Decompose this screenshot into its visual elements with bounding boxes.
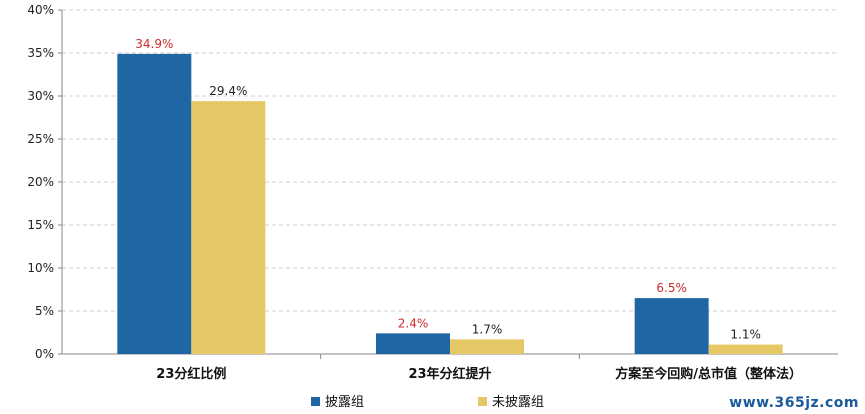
bar bbox=[634, 298, 709, 354]
data-label: 34.9% bbox=[135, 37, 173, 51]
y-tick-label: 10% bbox=[27, 261, 54, 275]
legend-label: 披露组 bbox=[325, 395, 364, 410]
data-label: 1.7% bbox=[472, 322, 503, 336]
y-tick-label: 35% bbox=[27, 46, 54, 60]
bar bbox=[450, 339, 524, 354]
legend: 披露组 未披露组 bbox=[311, 395, 544, 410]
y-tick-label: 5% bbox=[35, 304, 54, 318]
data-label: 1.1% bbox=[730, 328, 761, 342]
y-tick-label: 30% bbox=[27, 89, 54, 103]
bar bbox=[191, 101, 266, 354]
x-axis-categories: 23分红比例 23年分红提升 方案至今回购/总市值（整体法） bbox=[156, 354, 802, 382]
y-tick-label: 0% bbox=[35, 347, 54, 361]
category-label: 23分红比例 bbox=[156, 366, 226, 382]
y-tick-label: 40% bbox=[27, 3, 54, 17]
data-label: 29.4% bbox=[209, 84, 247, 98]
bar bbox=[376, 333, 450, 354]
bars bbox=[117, 53, 783, 355]
y-tick-label: 15% bbox=[27, 218, 54, 232]
legend-swatch bbox=[478, 397, 487, 406]
category-label: 23年分红提升 bbox=[408, 366, 491, 382]
y-tick-label: 25% bbox=[27, 132, 54, 146]
category-label: 方案至今回购/总市值（整体法） bbox=[615, 366, 802, 382]
y-tick-label: 20% bbox=[27, 175, 54, 189]
bar bbox=[708, 344, 783, 354]
y-axis-ticks: 0% 5% 10% 15% 20% 25% 30% 35% 40% bbox=[27, 3, 62, 361]
data-label: 2.4% bbox=[398, 316, 429, 330]
legend-label: 未披露组 bbox=[492, 395, 544, 410]
data-labels: 34.9% 29.4% 2.4% 1.7% 6.5% 1.1% bbox=[135, 37, 761, 342]
data-label: 6.5% bbox=[656, 281, 687, 295]
watermark: www.365jz.com bbox=[729, 395, 859, 411]
bar bbox=[117, 53, 192, 355]
legend-swatch bbox=[311, 397, 320, 406]
